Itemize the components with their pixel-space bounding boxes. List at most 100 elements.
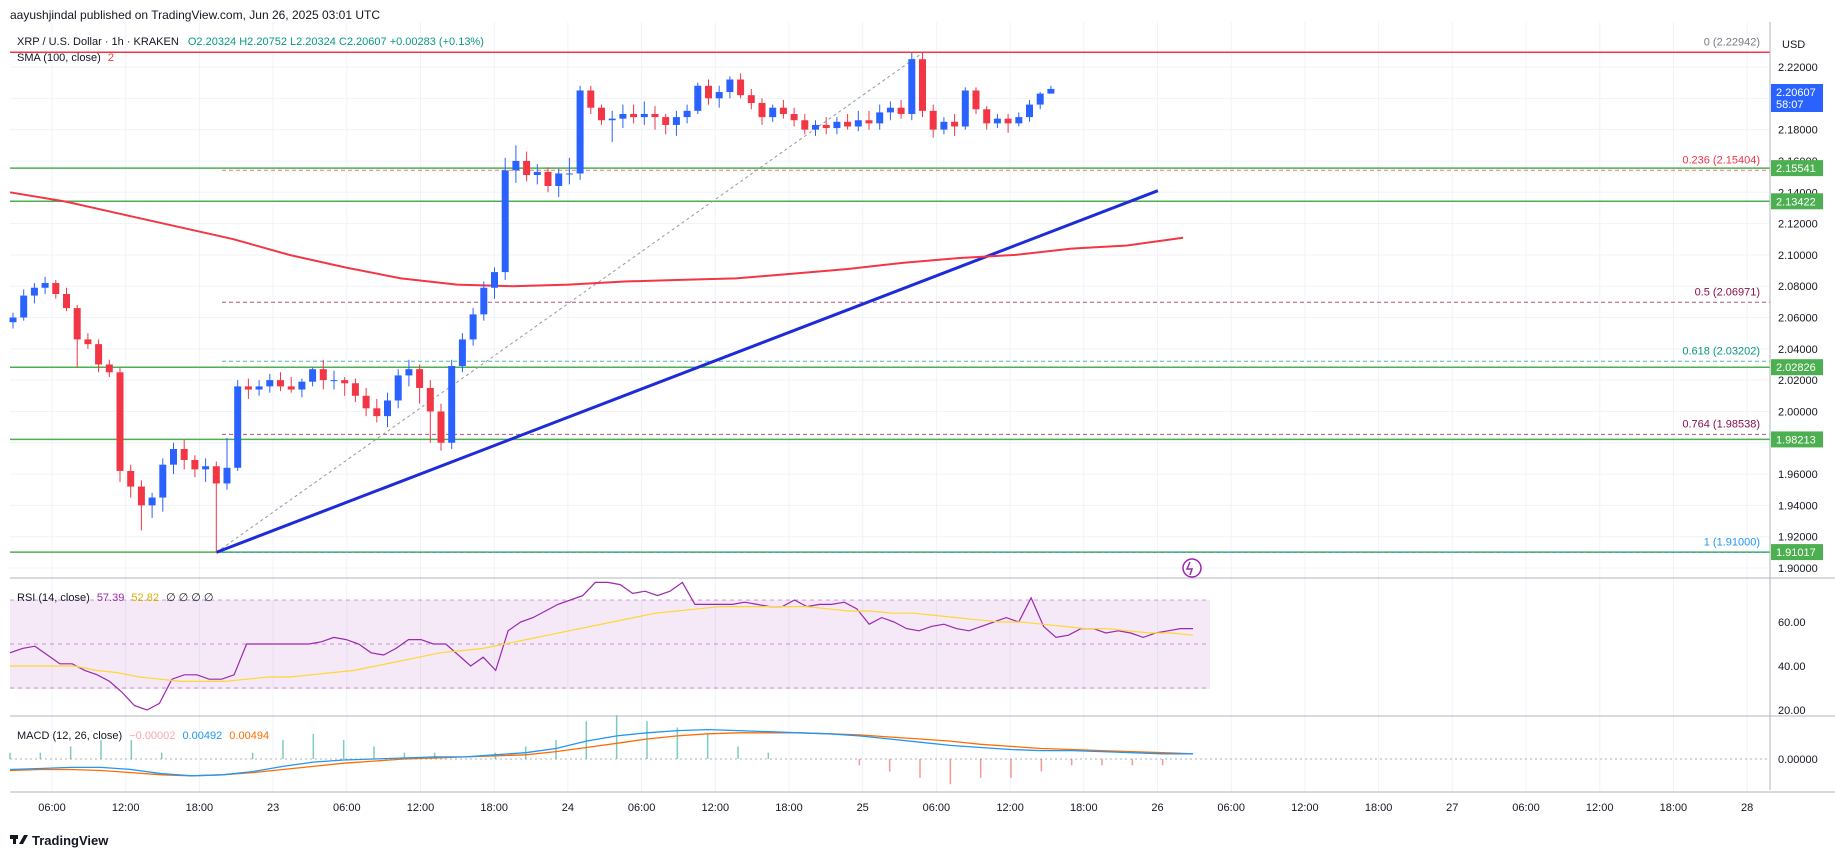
- candle-body: [491, 272, 498, 288]
- symbol-legend: XRP / U.S. Dollar · 1h · KRAKEN O2.20324…: [17, 36, 484, 48]
- price-tick: 1.96000: [1778, 469, 1818, 481]
- price-tick: 2.18000: [1778, 125, 1818, 137]
- sma-layer: [9, 191, 1184, 288]
- candle-body: [84, 339, 92, 345]
- candle-body: [394, 375, 402, 401]
- candle-body: [961, 90, 969, 127]
- levels: [10, 51, 1770, 554]
- candle-body: [951, 121, 959, 127]
- level-tag-bg: [1771, 160, 1823, 177]
- sma-legend: SMA (100, close) 2: [17, 52, 114, 64]
- candle-body: [212, 466, 220, 484]
- candle-body: [95, 344, 103, 365]
- level-tags: 2.15541 2.13422 2.02826 1.98213 1.91017: [1771, 160, 1823, 561]
- time-tick: 27: [1446, 802, 1458, 814]
- publisher-line: aayushjindal published on TradingView.co…: [10, 8, 381, 22]
- candle-body: [319, 369, 327, 381]
- macd-tick: 0.00000: [1778, 754, 1818, 766]
- candle-body: [608, 118, 616, 121]
- candle-body: [255, 386, 263, 390]
- candle-body: [41, 283, 49, 288]
- time-tick: 06:00: [38, 802, 66, 814]
- footer-brand: TradingView: [32, 833, 109, 848]
- time-tick: 06:00: [1217, 802, 1245, 814]
- time-tick: 12:00: [996, 802, 1024, 814]
- candle-body: [266, 380, 274, 387]
- candle-body: [148, 497, 156, 506]
- time-tick: 18:00: [186, 802, 214, 814]
- candle-body: [747, 95, 755, 104]
- candle-body: [330, 380, 338, 382]
- time-tick: 06:00: [1512, 802, 1540, 814]
- candle-body: [726, 79, 734, 93]
- candle-body: [105, 364, 113, 373]
- fib-label: 0 (2.22942): [1704, 36, 1760, 48]
- symbol-name: XRP / U.S. Dollar · 1h · KRAKEN: [17, 36, 179, 48]
- candle-body: [705, 85, 712, 99]
- candle-body: [833, 121, 841, 129]
- candle-body: [501, 170, 509, 273]
- candle-body: [630, 113, 638, 118]
- time-tick: 18:00: [1365, 802, 1393, 814]
- time-tick: 18:00: [480, 802, 508, 814]
- candle-body: [940, 121, 948, 130]
- candle-body: [234, 386, 242, 468]
- axes: USD: [10, 22, 1835, 793]
- macd-value: 0.00492: [182, 730, 223, 742]
- candle-body: [9, 317, 17, 323]
- bullish-trendline: [215, 189, 1159, 554]
- level-tag-bg: [1771, 431, 1823, 448]
- candle-body: [480, 287, 488, 315]
- candle-body: [694, 85, 702, 111]
- time-tick: 23: [267, 802, 279, 814]
- price-tick: 2.12000: [1778, 219, 1818, 231]
- price-ticks: 2.220002.200002.180002.160002.140002.120…: [1778, 62, 1818, 766]
- candle-body: [116, 372, 124, 471]
- candle-body: [202, 466, 210, 470]
- candle-body: [587, 90, 595, 108]
- last-price: 2.20607: [1776, 87, 1816, 99]
- replay-icon[interactable]: [1182, 558, 1202, 578]
- candle-body: [384, 400, 391, 417]
- rsi-tick: 20.00: [1778, 705, 1806, 717]
- rsi-ma-value: 52.82: [131, 592, 159, 604]
- candle-body: [223, 467, 231, 484]
- candle-body: [373, 408, 381, 417]
- macd-line: [9, 728, 1193, 777]
- time-tick: 12:00: [702, 802, 730, 814]
- candle-body: [180, 449, 188, 460]
- candle-body: [919, 59, 926, 111]
- macd-label: MACD (12, 26, close): [17, 730, 123, 742]
- candle-body: [244, 386, 252, 390]
- candle-body: [523, 160, 531, 176]
- last-price-tag: 2.20607 58:07: [1771, 84, 1823, 112]
- candle-body: [469, 314, 477, 340]
- time-tick: 12:00: [1586, 802, 1614, 814]
- candle-body: [73, 308, 81, 340]
- rsi-value: 57.39: [96, 592, 125, 604]
- macd-signal-value: 0.00494: [229, 730, 270, 742]
- time-ticks: 06:00 12:00 18:00 23 06:00 12:00 18:00 24 06:00 1…: [38, 802, 1753, 814]
- time-tick: 12:00: [112, 802, 140, 814]
- sma-100-line: [9, 191, 1184, 288]
- rsi-extras: ∅ ∅ ∅ ∅: [166, 592, 214, 604]
- candle-body: [876, 112, 884, 124]
- candle-body: [908, 59, 916, 114]
- rsi-legend: RSI (14, close) 57.39 52.82 ∅ ∅ ∅ ∅: [17, 591, 214, 604]
- time-tick: 26: [1151, 802, 1163, 814]
- price-tick: 2.22000: [1778, 62, 1818, 74]
- time-tick: 28: [1741, 802, 1753, 814]
- candle-body: [1026, 104, 1033, 118]
- fib-label: 0.764 (1.98538): [1682, 418, 1760, 430]
- level-tag-bg: [1771, 544, 1823, 561]
- candle-body: [544, 171, 552, 186]
- candle-body: [565, 173, 573, 175]
- macd-legend: MACD (12, 26, close) −0.00002 0.00492 0.…: [17, 730, 269, 742]
- time-tick: 06:00: [628, 802, 656, 814]
- candle-body: [576, 90, 584, 174]
- candle-body: [137, 486, 145, 506]
- candle-body: [865, 120, 873, 124]
- level-tag-bg: [1771, 193, 1823, 210]
- candle-body: [801, 120, 809, 130]
